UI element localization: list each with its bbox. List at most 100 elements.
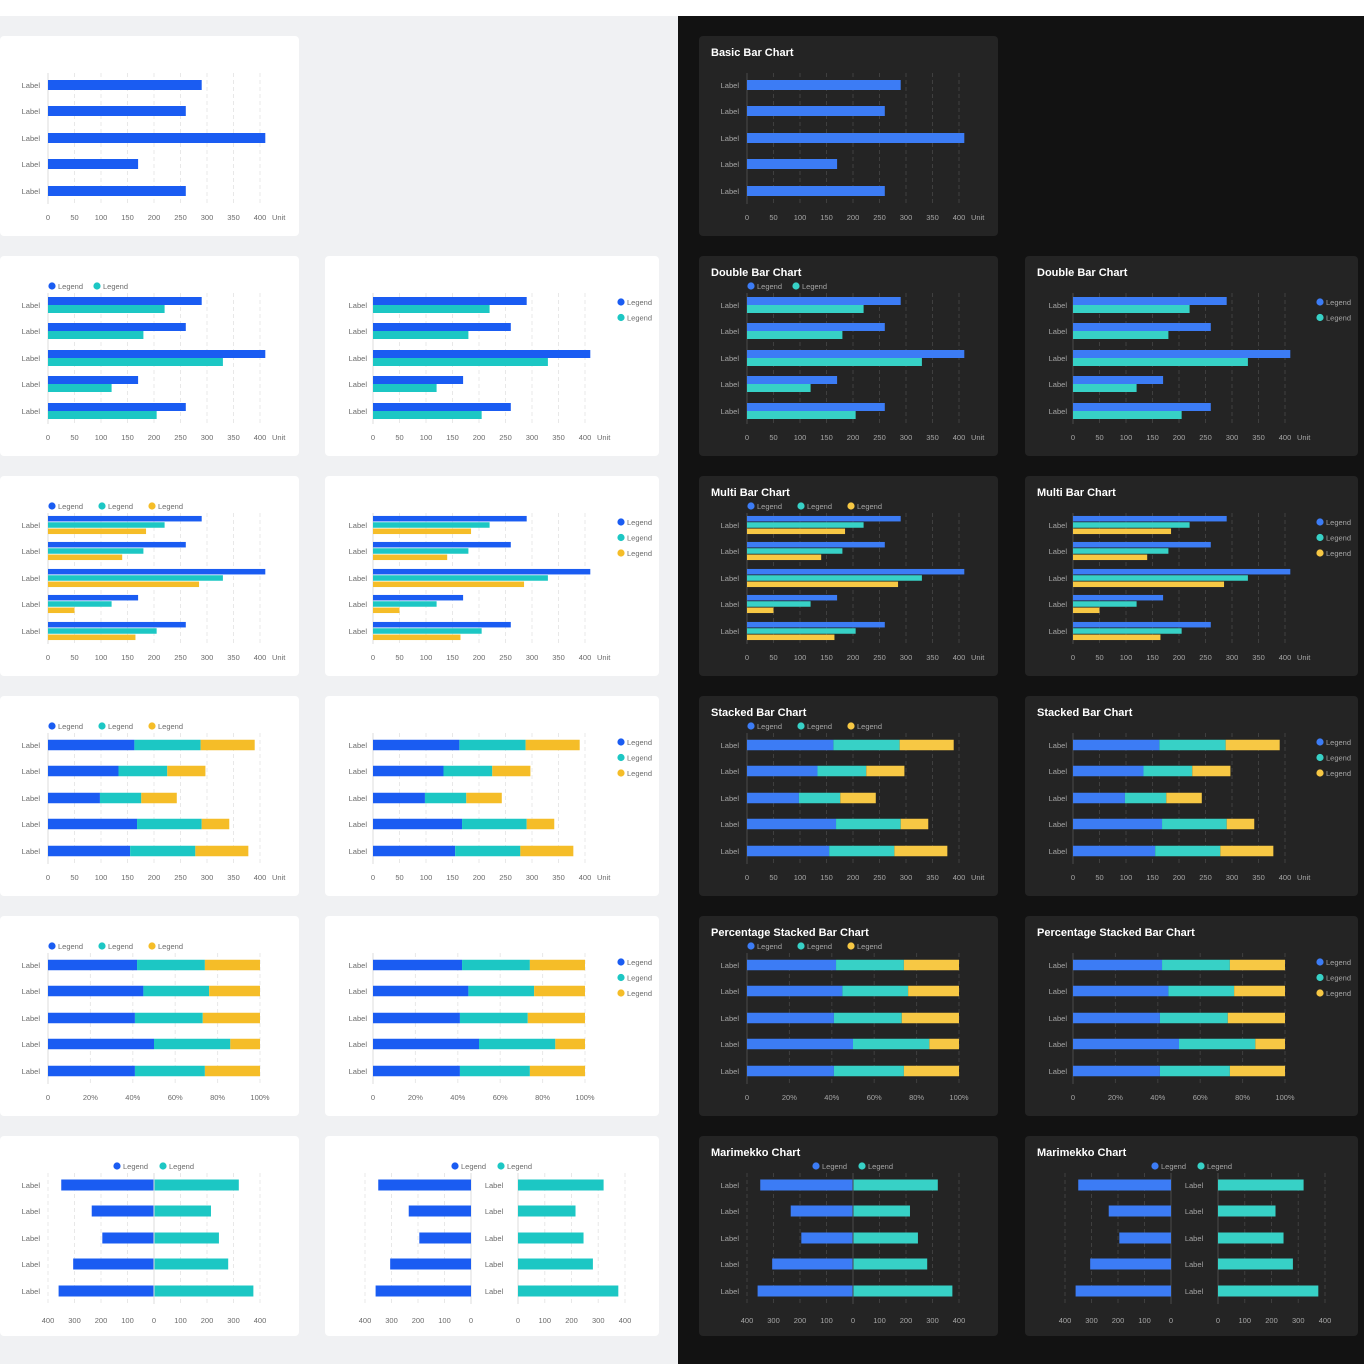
bar [373, 541, 511, 548]
category-label: Label [1049, 1014, 1068, 1023]
bar [48, 376, 139, 384]
category-label: Label [721, 107, 740, 116]
unit-label: Unit [272, 433, 286, 442]
legend-label: Legend [757, 722, 782, 731]
legend-label: Legend [123, 1162, 148, 1171]
chart-title: Stacked Bar Chart [1037, 707, 1133, 719]
bar-segment [373, 1038, 479, 1050]
bar-left [375, 1285, 471, 1297]
bar-segment [201, 818, 230, 830]
legend-marker [617, 769, 625, 777]
category-label: Label [349, 327, 368, 336]
legend-marker [148, 942, 156, 950]
double-bar-chart-dark-right-legend: Legend Legend 0 50 100 150 200 250 300 350 400 Unit… [1049, 293, 1351, 442]
category-label: Label [22, 741, 41, 750]
double-bar-card-dark-right-legend: Double Bar Chart Legend Legend 0 50 100 150 200… [1025, 256, 1358, 456]
x-tick-label: 300 [1226, 653, 1239, 662]
bar-segment [48, 1065, 135, 1077]
legend-marker [747, 722, 755, 730]
x-tick-label: 300 [385, 1316, 398, 1325]
bar [747, 581, 899, 588]
category-label: Label [721, 987, 740, 996]
bar [48, 554, 123, 561]
category-label: Label [721, 1287, 740, 1296]
x-tick-label: 0 [371, 653, 375, 662]
x-tick-label: 200 [847, 213, 860, 222]
bar-segment [373, 985, 469, 997]
x-tick-label: 0 [469, 1316, 473, 1325]
legend-marker [847, 942, 855, 950]
x-tick-label: 40% [1150, 1093, 1165, 1102]
legend-marker [792, 282, 800, 290]
bar-segment [829, 845, 895, 857]
x-tick-label: 0 [1071, 873, 1075, 882]
category-label: Label [721, 961, 740, 970]
bar-left [757, 1285, 853, 1297]
legend-marker [617, 518, 625, 526]
stacked-bar-chart-dark: Legend Legend Legend 0 50 100 150 200 250 300 350 4… [721, 722, 986, 882]
category-label: Label [721, 1207, 740, 1216]
legend-marker [812, 1162, 820, 1170]
bar-segment [1073, 845, 1156, 857]
x-tick-label: 350 [926, 213, 939, 222]
bar [48, 159, 139, 169]
bar [48, 305, 165, 313]
bar [1073, 522, 1190, 528]
x-tick-label: 250 [499, 433, 512, 442]
x-tick-label: 0 [1071, 1093, 1075, 1102]
category-label: Label [1049, 847, 1068, 856]
legend-label: Legend [507, 1162, 532, 1171]
bar-right [853, 1179, 938, 1191]
bar-right [853, 1285, 953, 1297]
legend-marker [148, 722, 156, 730]
unit-label: Unit [971, 213, 985, 222]
bar-segment [1124, 792, 1167, 804]
x-tick-label: 200 [473, 653, 486, 662]
x-tick-label: 400 [359, 1316, 372, 1325]
bar-right [1218, 1232, 1284, 1244]
bar [747, 515, 901, 522]
category-label: Label [22, 961, 41, 970]
chart-title: Multi Bar Chart [711, 487, 790, 499]
bar-segment [48, 1012, 135, 1024]
percent-bar-card-dark: Percentage Stacked Bar Chart Legend Legend… [699, 916, 998, 1116]
legend-marker [451, 1162, 459, 1170]
x-tick-label: 100 [420, 873, 433, 882]
category-label: Label [721, 847, 740, 856]
bar [48, 541, 186, 548]
bar-segment [534, 985, 585, 997]
x-tick-label: 20% [408, 1093, 423, 1102]
bar [48, 628, 157, 634]
category-label: Label [22, 987, 41, 996]
legend-marker [617, 533, 625, 542]
legend-marker [98, 722, 106, 730]
bar-segment [424, 792, 467, 804]
category-label: Label [349, 574, 368, 583]
x-tick-label: 0 [745, 873, 749, 882]
x-tick-label: 250 [873, 213, 886, 222]
bar [373, 594, 464, 601]
bar-segment [134, 739, 201, 751]
bar [373, 403, 511, 411]
legend-marker [747, 942, 755, 950]
category-label: Label [349, 767, 368, 776]
stacked-bar-card-dark-right-legend: Stacked Bar Chart Legend Legend Legend 0 50 10… [1025, 696, 1358, 896]
percent-bar-card-light: Legend Legend Legend 0 20% 40% 60% 80% 100% Label… [0, 916, 299, 1116]
x-tick-label: 200 [148, 653, 161, 662]
bar-segment [373, 765, 444, 777]
x-tick-label: 400 [254, 873, 267, 882]
x-tick-label: 350 [227, 213, 240, 222]
bar [373, 323, 511, 331]
category-label: Label [485, 1287, 504, 1296]
legend-label: Legend [1326, 738, 1351, 747]
bar [373, 607, 400, 614]
legend-marker [98, 502, 106, 510]
category-label: Label [349, 600, 368, 609]
bar [747, 541, 885, 548]
category-label: Label [349, 301, 368, 310]
bar-segment [555, 1038, 585, 1050]
bar [1073, 411, 1182, 419]
x-tick-label: 100 [1120, 653, 1133, 662]
bar-segment [48, 739, 135, 751]
x-tick-label: 350 [926, 873, 939, 882]
